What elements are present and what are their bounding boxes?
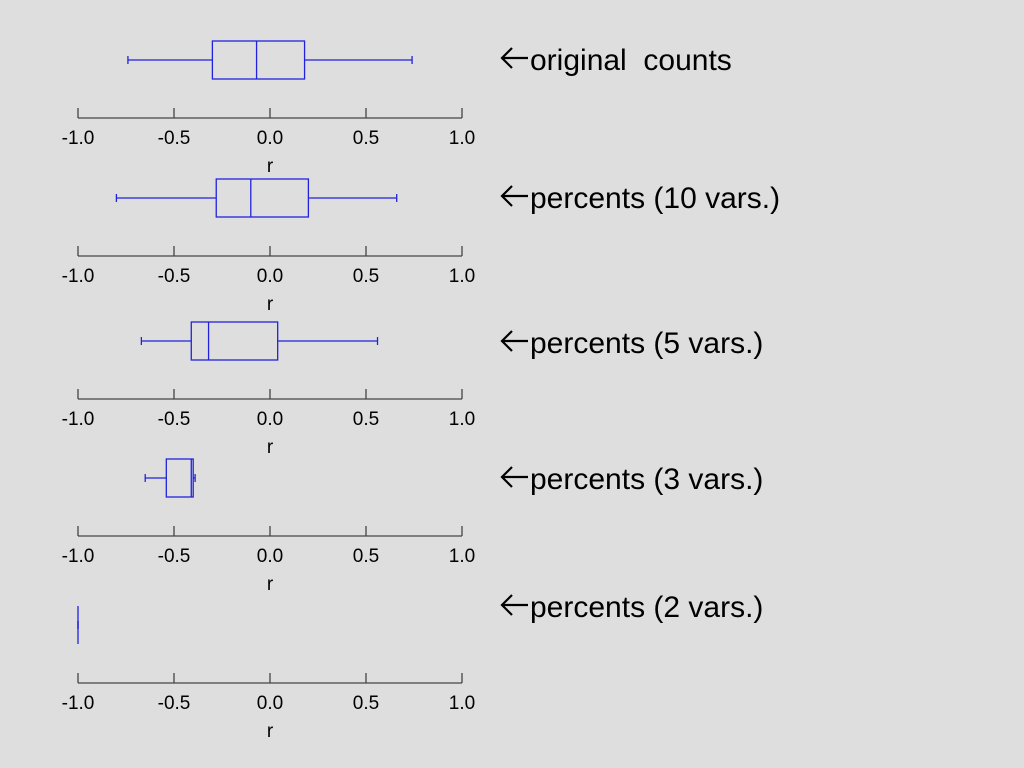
- x-tick-label: -0.5: [158, 693, 191, 714]
- x-tick-label: 0.5: [353, 693, 379, 714]
- x-axis-label: r: [267, 721, 274, 742]
- x-tick-label: 0.5: [353, 546, 379, 567]
- x-tick-label: 0.0: [257, 546, 283, 567]
- x-tick-label: 1.0: [449, 693, 475, 714]
- x-tick-label: -1.0: [62, 128, 95, 149]
- x-tick-label: 1.0: [449, 128, 475, 149]
- x-tick-label: -0.5: [158, 546, 191, 567]
- x-tick-label: 0.5: [353, 409, 379, 430]
- annotation-label: original counts: [530, 44, 732, 77]
- x-axis-label: r: [267, 294, 274, 315]
- x-tick-label: 0.0: [257, 409, 283, 430]
- annotation-label: percents (2 vars.): [530, 591, 763, 624]
- box: [190, 321, 279, 361]
- x-axis-label: r: [267, 437, 274, 458]
- x-tick-label: -0.5: [158, 128, 191, 149]
- x-tick-label: -0.5: [158, 409, 191, 430]
- x-axis-label: r: [267, 574, 274, 595]
- x-tick-label: 0.5: [353, 266, 379, 287]
- x-tick-label: 0.5: [353, 128, 379, 149]
- x-tick-label: -1.0: [62, 693, 95, 714]
- arrow-head-icon: [500, 47, 513, 69]
- box: [165, 458, 194, 498]
- x-tick-label: 1.0: [449, 409, 475, 430]
- x-tick-label: -1.0: [62, 266, 95, 287]
- x-tick-label: -1.0: [62, 546, 95, 567]
- x-tick-label: 1.0: [449, 266, 475, 287]
- x-tick-label: 0.0: [257, 693, 283, 714]
- x-tick-label: -1.0: [62, 409, 95, 430]
- annotation-label: percents (5 vars.): [530, 327, 763, 360]
- box: [215, 178, 310, 218]
- annotation-label: percents (10 vars.): [530, 182, 780, 215]
- x-tick-label: -0.5: [158, 266, 191, 287]
- arrow-head-icon: [500, 330, 513, 352]
- arrow-head-icon: [500, 185, 513, 207]
- arrow-head-icon: [500, 466, 513, 488]
- x-axis-label: r: [267, 156, 274, 177]
- box: [211, 40, 306, 80]
- arrow-head-icon: [500, 594, 513, 616]
- x-tick-label: 1.0: [449, 546, 475, 567]
- x-tick-label: 0.0: [257, 128, 283, 149]
- annotation-label: percents (3 vars.): [530, 463, 763, 496]
- x-tick-label: 0.0: [257, 266, 283, 287]
